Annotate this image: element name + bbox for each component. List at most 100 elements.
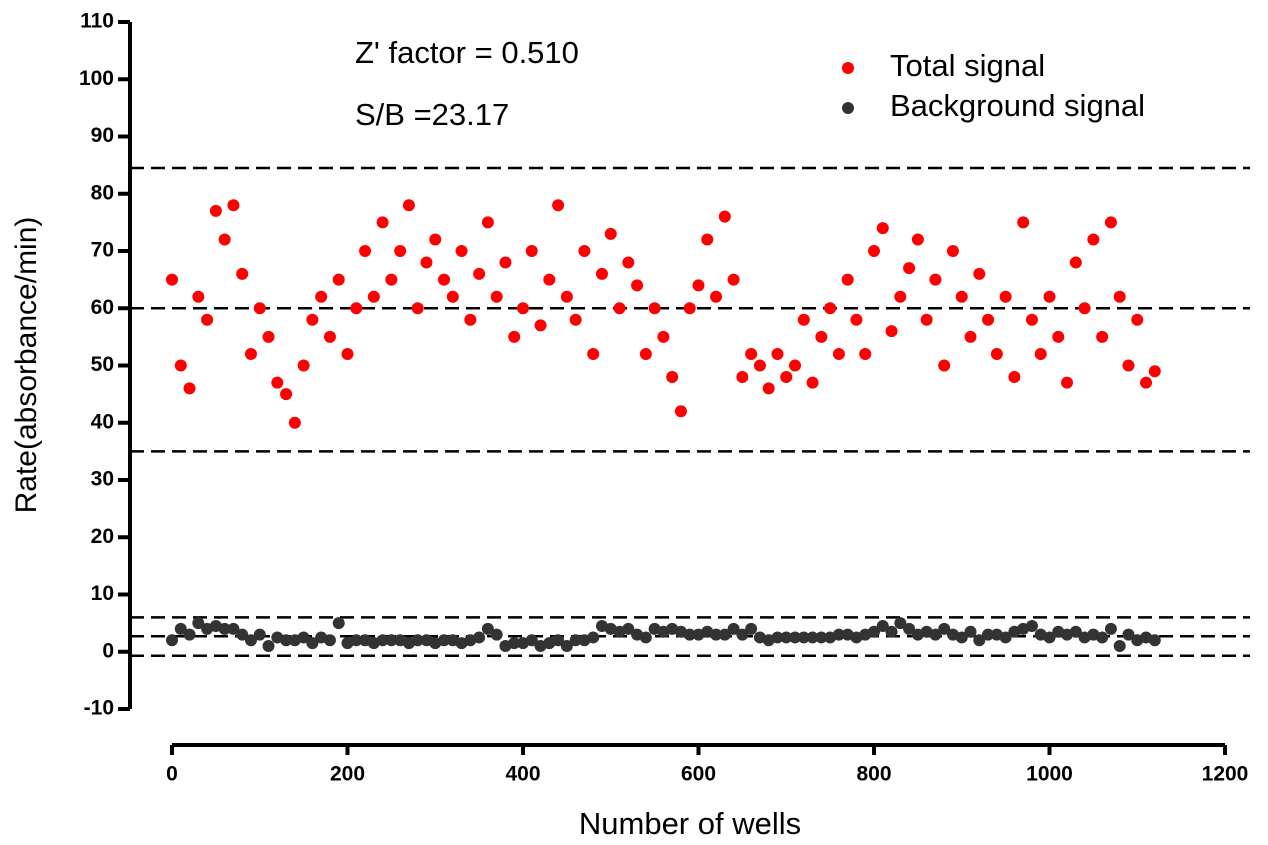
data-point (938, 359, 951, 372)
data-point (525, 245, 538, 257)
data-point (253, 302, 266, 315)
data-point (806, 631, 819, 644)
data-point (727, 622, 740, 635)
data-point (420, 256, 433, 269)
data-point (999, 631, 1012, 644)
data-point (657, 330, 670, 343)
data-point (297, 631, 310, 644)
y-tick-label: 100 (79, 67, 114, 90)
data-point (385, 634, 398, 647)
x-tick-label: 800 (856, 763, 891, 786)
data-point (753, 359, 766, 372)
data-point (692, 279, 705, 292)
data-point (885, 625, 898, 638)
data-point (385, 273, 398, 286)
legend-marker (842, 62, 854, 74)
data-point (438, 273, 451, 286)
data-point (815, 330, 828, 343)
data-point (350, 302, 363, 315)
data-point (253, 628, 266, 641)
data-point (288, 416, 301, 429)
data-point (850, 313, 863, 326)
data-point (789, 631, 802, 644)
data-point (429, 233, 442, 246)
data-point (868, 625, 880, 638)
data-point (639, 631, 652, 644)
data-point (964, 330, 977, 343)
data-point (280, 634, 293, 647)
data-point (534, 319, 547, 332)
data-point (1096, 631, 1109, 644)
data-point (297, 359, 310, 372)
data-point (876, 619, 889, 632)
data-point (473, 631, 486, 644)
data-point (894, 617, 907, 630)
data-point (244, 348, 257, 361)
data-point (1043, 631, 1056, 644)
data-point (262, 330, 275, 343)
data-point (306, 313, 319, 326)
y-tick-label: 80 (91, 181, 114, 204)
data-point (490, 290, 503, 303)
data-point (780, 631, 793, 644)
data-point (982, 313, 995, 326)
data-point (455, 245, 468, 257)
data-point (710, 290, 723, 303)
data-point (1096, 330, 1109, 343)
data-point (1078, 302, 1091, 315)
data-point (1061, 376, 1074, 389)
data-point (745, 348, 758, 361)
data-point (789, 359, 802, 372)
data-point (1052, 330, 1065, 343)
data-point (481, 216, 494, 229)
data-point (315, 290, 328, 303)
data-point (1104, 622, 1117, 635)
data-point (473, 267, 486, 280)
y-tick-label: -10 (84, 697, 114, 720)
y-tick-label: 40 (91, 410, 114, 433)
data-point (525, 634, 538, 647)
x-tick-label: 200 (330, 763, 365, 786)
data-point (1140, 376, 1153, 389)
data-point (560, 640, 573, 653)
y-tick-label: 50 (91, 353, 114, 376)
data-point (166, 634, 178, 647)
data-point (1087, 233, 1100, 246)
x-tick-label: 600 (681, 763, 716, 786)
data-point (832, 628, 845, 641)
data-point (367, 290, 380, 303)
data-point (332, 273, 345, 286)
data-point (1069, 625, 1082, 638)
data-point (411, 634, 424, 647)
data-point (227, 622, 240, 635)
legend-label: Total signal (890, 48, 1045, 83)
data-point (797, 313, 810, 326)
data-point (736, 628, 749, 641)
data-point (876, 222, 889, 235)
data-point (1122, 628, 1135, 641)
data-point (218, 622, 231, 635)
data-point (192, 290, 205, 303)
data-point (938, 622, 951, 635)
data-point (710, 628, 723, 641)
data-point (1043, 290, 1056, 303)
data-point (499, 256, 512, 269)
data-point (868, 245, 880, 257)
data-point (183, 382, 196, 395)
data-point (911, 233, 924, 246)
y-tick-label: 110 (80, 10, 114, 33)
data-point (824, 302, 837, 315)
data-point (832, 348, 845, 361)
data-point (174, 359, 187, 372)
data-point (903, 622, 916, 635)
data-point (894, 290, 907, 303)
data-point (595, 267, 608, 280)
data-point (1034, 348, 1047, 361)
data-point (973, 634, 986, 647)
data-point (859, 348, 872, 361)
data-point (955, 631, 968, 644)
data-point (508, 637, 521, 650)
data-point (490, 628, 503, 641)
data-point (218, 233, 231, 246)
data-point (438, 634, 451, 647)
